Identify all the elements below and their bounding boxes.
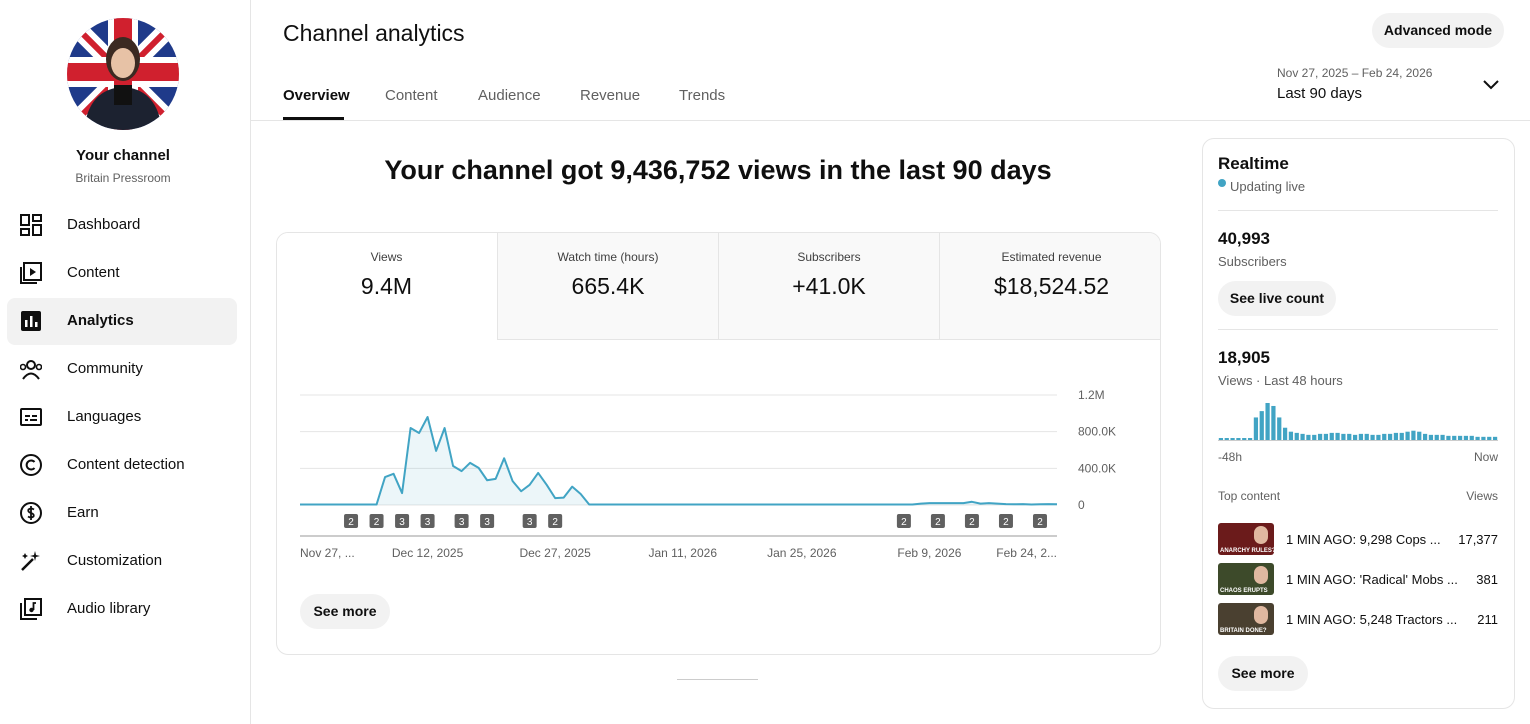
date-range: Nov 27, 2025 – Feb 24, 2026 — [1277, 66, 1433, 80]
nav-icon — [20, 214, 42, 236]
tab[interactable]: Overview — [283, 87, 350, 104]
metric-value: $18,524.52 — [993, 273, 1110, 299]
top-content-views-label: Views — [1466, 489, 1498, 503]
channel-label: Your channel — [76, 147, 170, 164]
metric-value: +41.0K — [792, 273, 866, 299]
nav-item[interactable]: Audio library — [7, 586, 237, 633]
thumbnail-caption: CHAOS ERUPTS — [1220, 588, 1268, 594]
thumbnail: CHAOS ERUPTS — [1218, 563, 1274, 595]
nav-label: Dashboard — [67, 216, 141, 233]
period-chevron[interactable] — [1481, 77, 1501, 93]
page-title: Channel analytics — [283, 20, 465, 46]
tab[interactable]: Revenue — [580, 87, 641, 104]
nav-icon — [21, 551, 40, 571]
top-content-row[interactable]: BRITAIN DONE? 1 MIN AGO: 5,248 Tractors .… — [1218, 603, 1498, 637]
thumbnail: BRITAIN DONE? — [1218, 603, 1274, 635]
nav-item[interactable]: Dashboard — [7, 202, 237, 249]
video-title: 1 MIN AGO: 5,248 Tractors ... — [1286, 612, 1458, 627]
realtime-views: 18,905 — [1218, 348, 1270, 367]
nav-icon — [20, 502, 42, 524]
subscriber-count: 40,993 — [1218, 229, 1270, 248]
metric-label: Subscribers — [797, 250, 861, 264]
top-content-row[interactable]: CHAOS ERUPTS 1 MIN AGO: 'Radical' Mobs ..… — [1218, 563, 1498, 597]
thumbnail-face — [1254, 606, 1268, 624]
nav-label: Languages — [67, 408, 142, 425]
divider — [1218, 210, 1498, 211]
metric-tab[interactable]: Views 9.4M — [277, 233, 497, 340]
metric-tab[interactable]: Estimated revenue $18,524.52 — [939, 233, 1160, 340]
scroll-indicator — [677, 679, 758, 680]
nav-label: Earn — [67, 504, 99, 521]
tab[interactable]: Trends — [679, 87, 726, 104]
nav-item[interactable]: Customization — [7, 538, 237, 585]
nav-label: Customization — [67, 552, 163, 569]
thumbnail-face — [1254, 566, 1268, 584]
period[interactable]: Last 90 days — [1277, 85, 1363, 102]
nav-item[interactable]: Earn — [7, 490, 237, 537]
nav-item[interactable]: Community — [7, 346, 237, 393]
nav-icon — [20, 360, 42, 380]
nav-icon — [20, 454, 42, 476]
nav-icon — [21, 311, 41, 331]
nav-label: Content — [67, 264, 120, 281]
nav-label: Content detection — [67, 456, 185, 473]
realtime-status: Updating live — [1230, 179, 1306, 194]
realtime-see-more-button[interactable]: See more — [1218, 656, 1308, 691]
realtime-card — [1202, 138, 1515, 709]
video-views: 211 — [1477, 612, 1498, 627]
nav-item[interactable]: Analytics — [7, 298, 237, 345]
top-content-title: Top content — [1218, 489, 1281, 503]
metric-tab[interactable]: Watch time (hours) 665.4K — [497, 233, 718, 340]
thumbnail-caption: BRITAIN DONE? — [1220, 628, 1267, 634]
summary-headline: Your channel got 9,436,752 views in the … — [384, 155, 1052, 185]
sidebar: Your channel Britain Pressroom Dashboard… — [0, 0, 251, 724]
overview-card: Views 9.4M Watch time (hours) 665.4K Subscri… — [276, 232, 1161, 655]
metric-value: 9.4M — [360, 273, 413, 299]
realtime-title: Realtime — [1218, 154, 1289, 173]
nav-label: Analytics — [67, 312, 134, 329]
video-views: 17,377 — [1458, 532, 1498, 547]
thumbnail-caption: ANARCHY RULES? — [1220, 548, 1274, 554]
tab-underline — [283, 117, 344, 120]
tab[interactable]: Content — [385, 87, 438, 104]
live-dot — [1218, 179, 1226, 187]
metric-label: Estimated revenue — [1001, 250, 1102, 264]
channel-name: Britain Pressroom — [75, 171, 171, 185]
channel-avatar[interactable] — [66, 17, 180, 131]
divider — [1218, 329, 1498, 330]
metric-label: Views — [370, 250, 403, 264]
video-title: 1 MIN AGO: 9,298 Cops ... — [1286, 532, 1441, 547]
top-content-row[interactable]: ANARCHY RULES? 1 MIN AGO: 9,298 Cops ... 1… — [1218, 523, 1498, 557]
header-divider — [251, 120, 1530, 121]
nav-item[interactable]: Languages — [7, 394, 237, 441]
nav-icon — [20, 262, 42, 284]
advanced-mode-button[interactable]: Advanced mode — [1372, 13, 1504, 48]
nav-icon — [20, 598, 42, 620]
thumbnail-face — [1254, 526, 1268, 544]
nav-label: Community — [67, 360, 143, 377]
thumbnail: ANARCHY RULES? — [1218, 523, 1274, 555]
see-more-button[interactable]: See more — [300, 594, 390, 629]
subscriber-label: Subscribers — [1218, 254, 1287, 269]
video-views: 381 — [1476, 572, 1498, 587]
live-count-button[interactable]: See live count — [1218, 281, 1336, 316]
metric-value: 665.4K — [571, 273, 645, 299]
nav-item[interactable]: Content detection — [7, 442, 237, 489]
video-title: 1 MIN AGO: 'Radical' Mobs ... — [1286, 572, 1458, 587]
metric-label: Watch time (hours) — [557, 250, 659, 264]
nav-icon — [20, 408, 42, 426]
tab[interactable]: Audience — [478, 87, 541, 104]
metric-tab[interactable]: Subscribers +41.0K — [718, 233, 939, 340]
nav-label: Audio library — [67, 600, 151, 617]
nav-item[interactable]: Content — [7, 250, 237, 297]
realtime-views-label: Views · Last 48 hours — [1218, 373, 1343, 388]
